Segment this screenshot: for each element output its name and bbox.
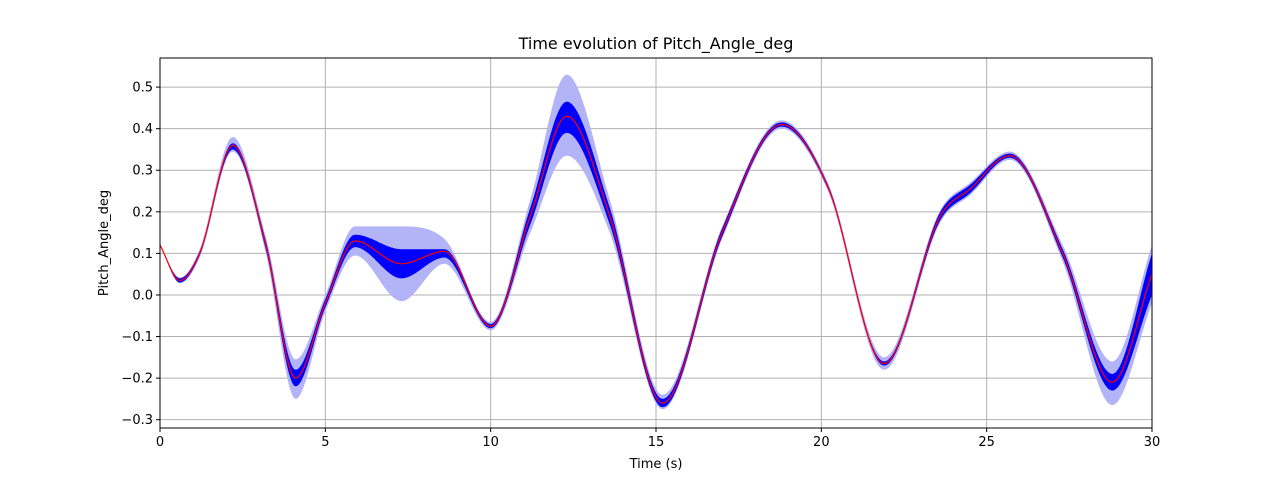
grid-lines: [159, 58, 1153, 428]
y-tick-label: 0.3: [132, 164, 153, 179]
x-axis-ticks: 0 5 10 15 20 25 30: [156, 428, 1160, 450]
x-tick-label: 15: [648, 435, 665, 450]
y-tick-label: −0.2: [121, 372, 153, 387]
x-tick-label: 25: [978, 435, 995, 450]
x-tick-label: 0: [156, 435, 164, 450]
outer-confidence-band: [160, 74, 1152, 410]
y-tick-label: 0.4: [132, 122, 153, 137]
y-tick-label: −0.3: [121, 413, 153, 428]
y-axis-label: Pitch_Angle_deg: [97, 190, 112, 296]
x-tick-label: 10: [482, 435, 499, 450]
x-tick-label: 30: [1144, 435, 1161, 450]
y-axis-ticks: −0.3 −0.2 −0.1 0.0 0.1 0.2 0.3 0.4 0.5: [121, 81, 160, 428]
x-tick-label: 20: [813, 435, 830, 450]
y-tick-label: 0.1: [132, 247, 153, 262]
mean-series-line: [159, 115, 1153, 404]
y-tick-label: 0.5: [132, 81, 153, 96]
x-tick-label: 5: [321, 435, 329, 450]
chart-title: Time evolution of Pitch_Angle_deg: [518, 34, 794, 54]
y-tick-label: −0.1: [121, 330, 153, 345]
x-axis-label: Time (s): [629, 457, 683, 472]
y-tick-label: 0.2: [132, 205, 153, 220]
y-tick-label: 0.0: [132, 288, 153, 303]
